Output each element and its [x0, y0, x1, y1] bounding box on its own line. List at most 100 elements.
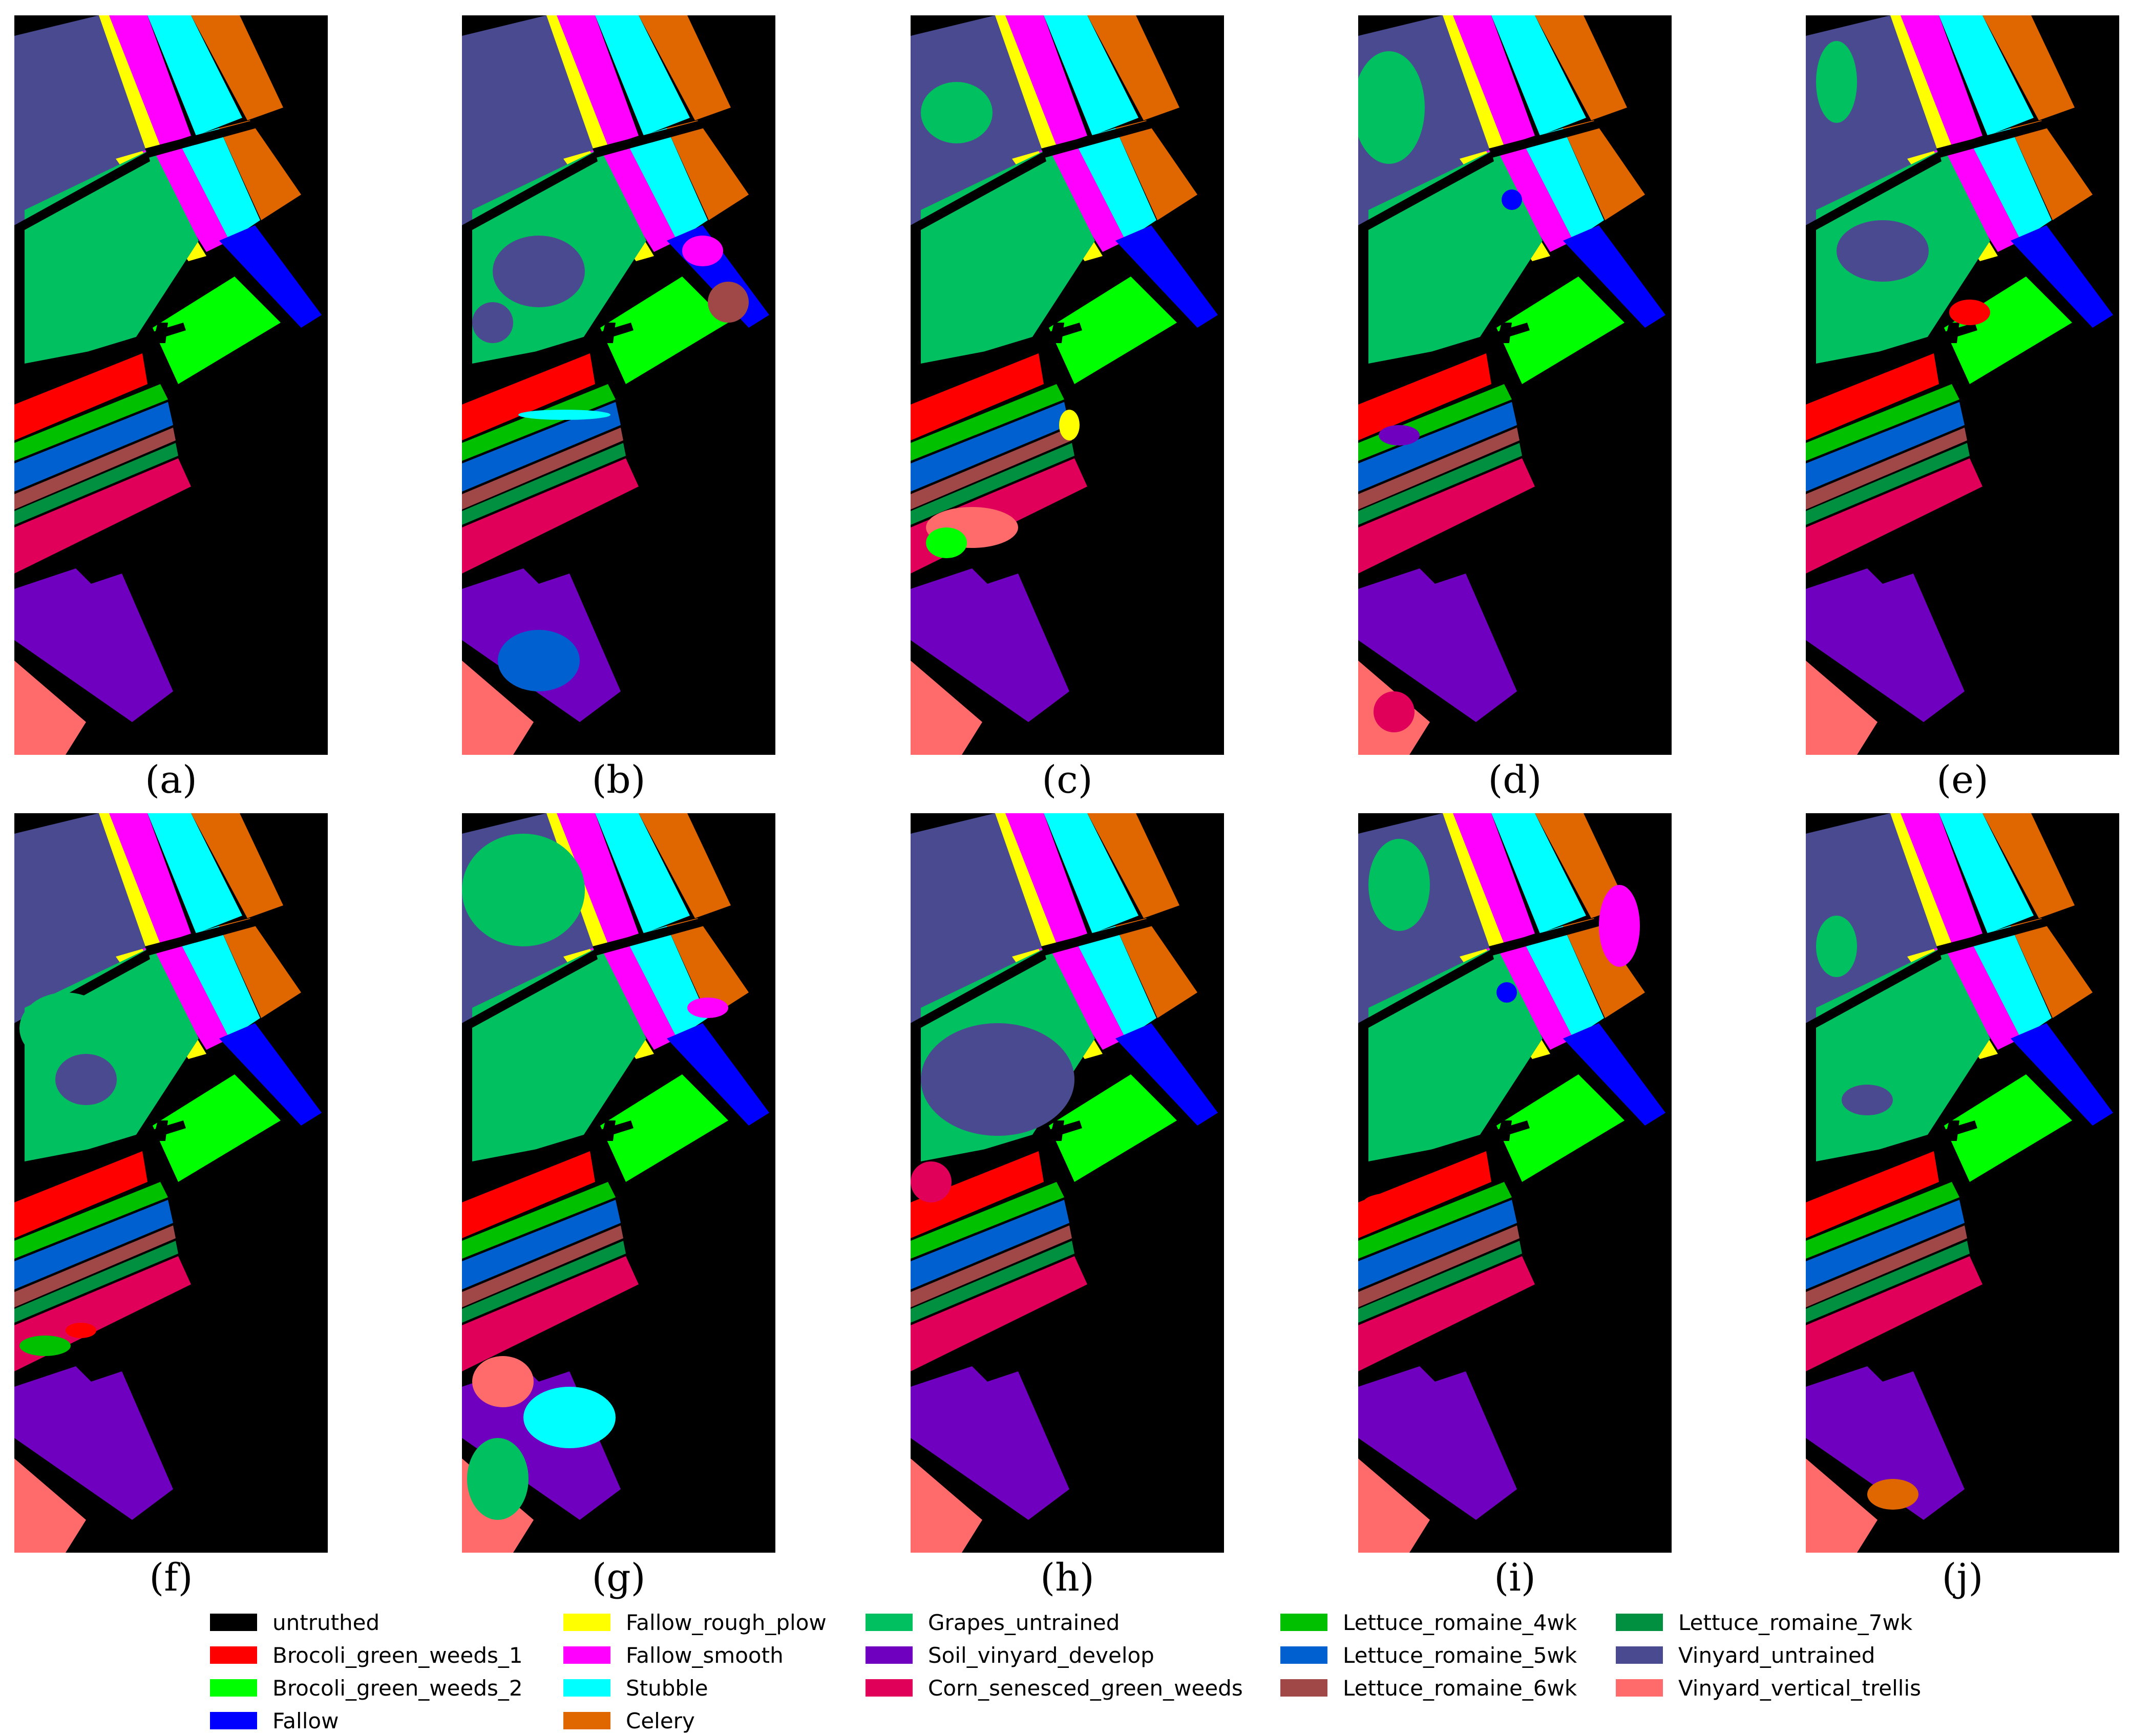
class-region	[2011, 120, 2093, 220]
class-region	[911, 813, 1044, 1023]
class-region	[462, 1256, 639, 1371]
field-boundary	[911, 323, 1082, 384]
class-region	[462, 428, 623, 510]
class-region	[1806, 568, 1965, 722]
legend-swatch	[866, 1646, 913, 1664]
misclassified-region	[462, 834, 585, 946]
class-region	[1115, 1023, 1218, 1126]
field-boundary	[1806, 323, 1977, 384]
class-region	[462, 443, 626, 525]
class-region	[462, 458, 639, 574]
legend-label: Celery	[626, 1708, 695, 1733]
class-region	[1806, 443, 1970, 525]
class-region	[1806, 1182, 1959, 1259]
class-region	[142, 141, 229, 252]
class-region	[667, 1023, 769, 1126]
class-region	[911, 1182, 1064, 1259]
misclassified-region	[1059, 410, 1080, 440]
class-region	[14, 1200, 173, 1289]
classification-map-panel	[14, 813, 328, 1553]
class-region	[1806, 1151, 1939, 1238]
misclassified-region	[1842, 1085, 1893, 1115]
class-region	[462, 384, 616, 461]
panel-caption: (g)	[592, 1556, 646, 1600]
legend-swatch	[1616, 1646, 1663, 1664]
legend-swatch	[1616, 1614, 1663, 1631]
field-boundary	[1358, 1120, 1530, 1182]
misclassified-region	[472, 302, 513, 343]
class-region	[2011, 1023, 2113, 1126]
class-region	[14, 384, 168, 461]
legend-swatch	[563, 1712, 610, 1729]
class-region	[1115, 225, 1218, 328]
misclassified-region	[1368, 839, 1430, 931]
legend-swatch	[563, 1646, 610, 1664]
classification-map-panel	[911, 813, 1224, 1553]
class-region	[191, 15, 283, 120]
class-region	[462, 1241, 626, 1323]
class-region	[1806, 1458, 1877, 1553]
classification-map-image	[911, 15, 1218, 755]
class-region	[911, 661, 982, 755]
field-boundary	[1936, 900, 2113, 956]
class-region	[1044, 15, 1138, 136]
legend-item: Stubble	[563, 1674, 708, 1702]
legend-label: Lettuce_romaine_4wk	[1343, 1610, 1577, 1635]
class-region	[667, 918, 749, 1018]
class-region	[1044, 813, 1138, 934]
class-region	[1934, 939, 2021, 1050]
class-region	[1970, 926, 2052, 1039]
class-region	[1535, 813, 1627, 918]
class-region	[142, 939, 229, 1050]
misclassified-region	[1502, 189, 1522, 210]
class-region	[995, 15, 1059, 152]
field-boundary	[145, 900, 322, 956]
classification-map-panel	[1358, 813, 1672, 1553]
class-region	[911, 402, 1069, 492]
class-region	[14, 1366, 173, 1520]
misclassified-region	[1358, 51, 1425, 164]
misclassified-region	[687, 998, 728, 1018]
class-region	[1496, 277, 1624, 384]
class-region	[1358, 1458, 1430, 1553]
legend-swatch	[866, 1614, 913, 1631]
field-boundary	[14, 1120, 186, 1182]
class-region	[590, 141, 677, 252]
class-region	[14, 458, 191, 574]
field-boundary	[593, 900, 769, 956]
class-region	[14, 402, 173, 492]
legend-label: untruthed	[272, 1610, 380, 1635]
class-region	[1115, 918, 1197, 1018]
misclassified-region	[19, 1336, 71, 1356]
class-region	[1358, 1366, 1517, 1520]
field-boundary	[1806, 1120, 1977, 1182]
class-region	[595, 813, 690, 934]
class-region	[1358, 1241, 1522, 1323]
panel-caption: (f)	[149, 1556, 193, 1600]
panel-caption: (h)	[1040, 1556, 1094, 1600]
class-region	[2011, 225, 2113, 328]
misclassified-region	[921, 82, 993, 143]
legend-swatch	[210, 1679, 257, 1697]
class-region	[1496, 1074, 1624, 1182]
class-region	[911, 428, 1072, 510]
misclassified-region	[523, 1387, 616, 1448]
legend-item: Fallow_smooth	[563, 1641, 784, 1669]
misclassified-region	[467, 1438, 529, 1520]
legend-swatch	[210, 1614, 257, 1631]
legend-label: Soil_vinyard_develop	[928, 1642, 1154, 1668]
class-region	[600, 277, 728, 384]
class-region	[590, 939, 677, 1050]
class-region	[1806, 1366, 1965, 1520]
misclassified-region	[472, 1356, 534, 1407]
class-region	[1982, 813, 2075, 918]
class-region	[1358, 1151, 1491, 1238]
class-region	[995, 813, 1059, 949]
legend-item: Brocoli_green_weeds_1	[210, 1641, 523, 1669]
classification-map-panel	[1806, 813, 2119, 1553]
class-region	[1982, 15, 2075, 120]
class-region	[1087, 813, 1179, 918]
class-region	[1115, 120, 1197, 220]
field-boundary	[462, 152, 598, 236]
classification-map-image	[1358, 813, 1665, 1553]
